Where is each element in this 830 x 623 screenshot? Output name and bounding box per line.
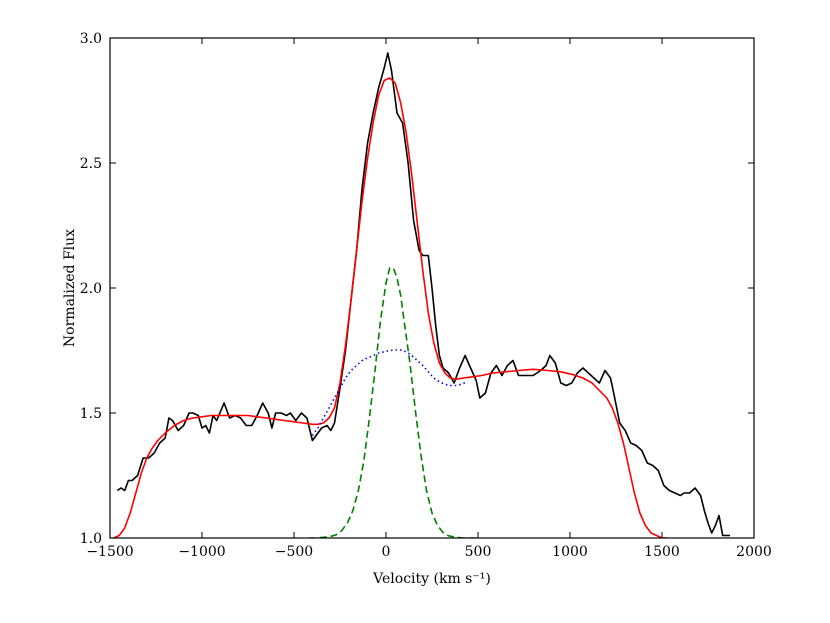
y-tick-label: 2.5 — [80, 156, 102, 172]
x-tick-label: −500 — [275, 544, 313, 560]
y-tick-label: 1.5 — [80, 406, 102, 422]
x-tick-label: 0 — [382, 544, 391, 560]
x-tick-label: 1500 — [644, 544, 680, 560]
y-tick-label: 2.0 — [80, 281, 102, 297]
x-tick-label: 1000 — [552, 544, 588, 560]
series-layer — [113, 52, 731, 538]
x-tick-label: 500 — [465, 544, 492, 560]
total-fit-line — [113, 77, 668, 538]
observed-spectrum-line — [116, 52, 731, 537]
x-tick-label: −1000 — [178, 544, 225, 560]
y-tick-label: 3.0 — [80, 31, 102, 47]
gaussian-component-line — [308, 267, 478, 538]
y-tick-label: 1.0 — [80, 531, 102, 547]
ticks-layer: −1500 −1000 −500 0 500 1000 1500 2000 1.0 1.5 2.0 2… — [80, 31, 772, 560]
x-tick-label: −1500 — [86, 544, 133, 560]
x-tick-label: 2000 — [736, 544, 772, 560]
disk-component-line — [311, 349, 468, 436]
x-axis-label: Velocity (km s⁻¹) — [372, 571, 491, 587]
y-axis-label: Normalized Flux — [62, 229, 78, 347]
